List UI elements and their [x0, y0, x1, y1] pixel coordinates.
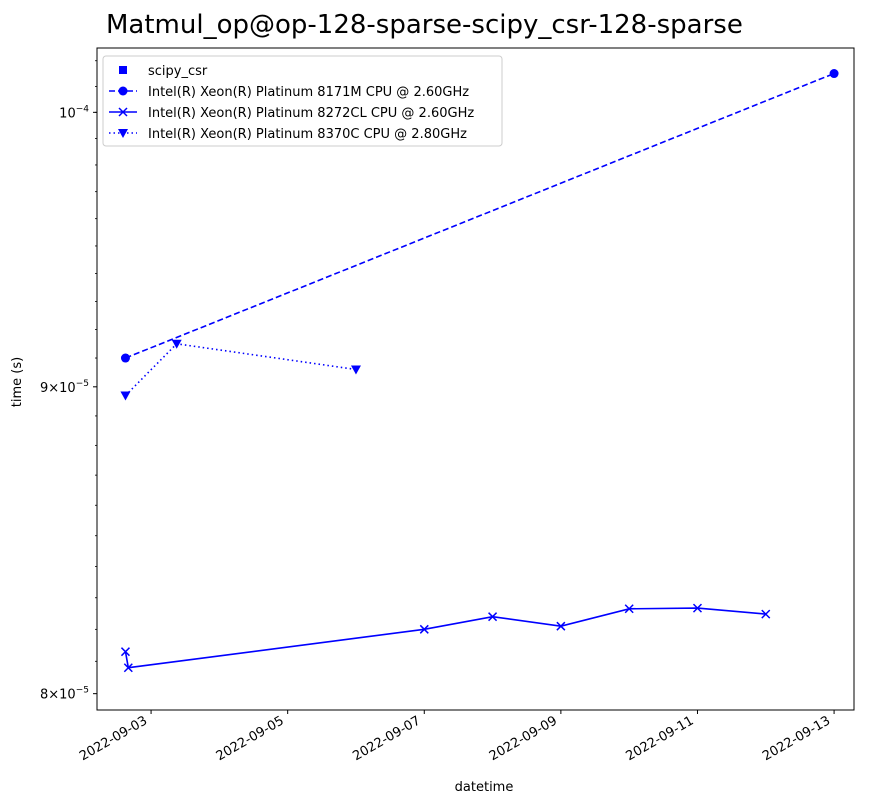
data-point-1-1: [123, 663, 133, 673]
y-axis-label: time (s): [10, 357, 25, 407]
x-tick-label: 2022-09-11: [624, 713, 697, 764]
legend-label: Intel(R) Xeon(R) Platinum 8272CL CPU @ 2…: [148, 106, 474, 121]
y-tick-label: 10−4: [59, 104, 89, 121]
x-axis-label: datetime: [455, 780, 514, 795]
legend-label: scipy_csr: [148, 64, 208, 79]
legend-entries: scipy_csr Intel(R) Xeon(R) Platinum 8171M…: [109, 64, 474, 142]
x-tick-label: 2022-09-13: [760, 713, 833, 764]
legend-marker: [118, 107, 128, 117]
data-point-1-5: [624, 604, 634, 614]
legend-marker: [119, 66, 127, 74]
data-point-1-4: [556, 621, 566, 631]
plot-area: [96, 47, 855, 711]
y-axis-ticks: 8×10−5 9×10−5 10−4: [40, 60, 97, 703]
legend-label: Intel(R) Xeon(R) Platinum 8370C CPU @ 2.…: [148, 127, 467, 142]
legend-label: Intel(R) Xeon(R) Platinum 8171M CPU @ 2.…: [148, 85, 469, 100]
legend-marker: [118, 86, 128, 96]
legend: scipy_csr Intel(R) Xeon(R) Platinum 8171M…: [102, 55, 503, 147]
data-point-1-3: [488, 612, 498, 622]
data-point-0-0: [120, 353, 130, 363]
x-tick-label: 2022-09-05: [214, 713, 287, 764]
x-axis-ticks: 2022-09-03 2022-09-05 2022-09-07 2022-09-09…: [77, 710, 835, 764]
x-tick-label: 2022-09-03: [77, 713, 150, 764]
legend-marker: [118, 129, 128, 138]
data-point-1-7: [761, 609, 771, 619]
data-point-2-2: [350, 365, 361, 375]
data-point-1-0: [120, 647, 130, 657]
data-point-1-6: [692, 603, 703, 613]
x-tick-label: 2022-09-09: [487, 713, 560, 764]
series-layer: [120, 69, 839, 673]
legend-frame: [102, 55, 503, 147]
data-point-2-1: [171, 339, 182, 349]
series-line-1: [124, 607, 766, 669]
data-point-2-0: [120, 391, 131, 401]
data-point-1-2: [419, 624, 429, 634]
series-line-2: [124, 342, 357, 397]
y-tick-label: 8×10−5: [40, 686, 89, 703]
data-point-0-1: [829, 69, 839, 79]
x-tick-label: 2022-09-07: [350, 713, 423, 764]
chart-title: Matmul_op@op-128-sparse-scipy_csr-128-sp…: [106, 10, 743, 40]
y-tick-label: 9×10−5: [40, 379, 89, 396]
series-line-0: [125, 72, 835, 359]
